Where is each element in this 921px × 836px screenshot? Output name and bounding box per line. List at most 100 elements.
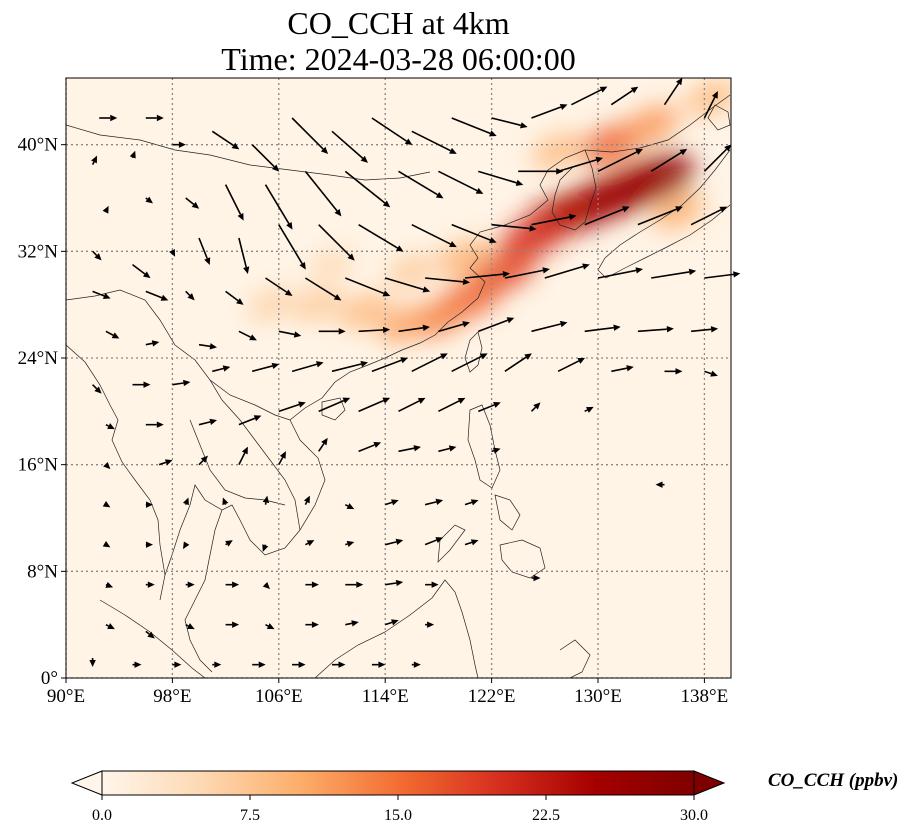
wind-arrow	[611, 365, 634, 373]
wind-arrow	[425, 277, 471, 285]
colorbar-tick-label: 15.0	[384, 807, 412, 824]
co-plume-blob	[339, 293, 392, 329]
coastline-borneo	[314, 579, 479, 678]
wind-arrow	[478, 401, 501, 413]
colorbar: 0.0 7.5 15.0 22.5 30.0	[70, 770, 726, 824]
lon-tick-label: 90°E	[47, 686, 85, 707]
colorbar-tick-label: 22.5	[532, 807, 560, 824]
map-time-subtitle: Time: 2024-03-28 06:00:00	[221, 41, 576, 77]
lon-tick-label: 106°E	[255, 686, 303, 707]
wind-arrow	[655, 481, 665, 488]
wind-arrow	[331, 360, 368, 373]
wind-arrow	[292, 661, 306, 668]
latitude-ticks: 0° 8°N 16°N 24°N 32°N 40°N	[18, 135, 66, 689]
wind-arrow	[145, 630, 155, 639]
wind-arrow	[425, 581, 439, 588]
colorbar-extend-low	[70, 770, 103, 796]
wind-arrow	[225, 540, 233, 547]
wind-arrow	[172, 141, 186, 148]
wind-arrow	[571, 86, 608, 106]
wind-arrow	[145, 290, 169, 301]
wind-arrow	[278, 224, 306, 270]
wind-arrow	[262, 581, 270, 590]
lon-tick-label: 138°E	[681, 686, 729, 707]
wind-arrow	[411, 223, 457, 248]
wind-arrow	[225, 621, 240, 628]
wind-arrow	[198, 343, 217, 350]
wind-arrow	[637, 206, 683, 226]
wind-arrow	[198, 455, 208, 466]
wind-arrow	[664, 368, 683, 375]
wind-arrow	[265, 277, 293, 296]
wind-arrow	[291, 117, 329, 154]
wind-arrow	[530, 402, 541, 412]
wind-arrow	[385, 579, 404, 587]
colorbar-label: CO_CCH (ppbv)	[768, 770, 899, 791]
colorbar-gradient	[101, 770, 695, 796]
lon-tick-label: 114°E	[362, 686, 409, 707]
wind-arrow	[584, 406, 594, 413]
wind-arrow	[597, 148, 643, 173]
wind-arrow	[531, 103, 568, 119]
wind-arrow	[344, 170, 391, 208]
wind-arrow	[225, 581, 240, 588]
wind-arrow	[637, 325, 674, 333]
wind-arrow	[251, 362, 280, 373]
wind-arrow	[398, 397, 426, 413]
wind-arrow	[238, 237, 250, 274]
coastline-taiwan	[464, 331, 483, 373]
wind-arrow	[358, 441, 382, 453]
wind-arrow	[398, 324, 430, 333]
wind-arrow	[129, 150, 136, 159]
co-plume-blob	[532, 133, 585, 169]
colorbar-tick-label: 30.0	[680, 807, 708, 824]
wind-arrow	[212, 365, 231, 373]
wind-arrow	[305, 581, 319, 588]
wind-arrow	[132, 264, 151, 279]
wind-arrow	[424, 537, 444, 546]
border-inland-north	[66, 124, 431, 181]
wind-arrow	[89, 658, 96, 667]
wind-arrow	[238, 446, 248, 466]
wind-arrow	[438, 445, 457, 453]
wind-arrow	[384, 277, 431, 293]
wind-arrow	[398, 170, 444, 199]
wind-arrow	[358, 223, 404, 252]
lat-tick-label: 24°N	[18, 348, 59, 369]
wind-arrow	[132, 661, 142, 668]
wind-arrow	[198, 418, 217, 426]
wind-arrow	[557, 156, 604, 173]
wind-arrow	[531, 574, 541, 582]
wind-arrow	[451, 223, 497, 244]
wind-arrow	[332, 661, 346, 668]
wind-arrow	[703, 91, 718, 119]
wind-arrow	[451, 353, 488, 373]
wind-arrow	[265, 623, 275, 630]
wind-arrow	[182, 497, 189, 506]
lat-tick-label: 40°N	[18, 135, 59, 156]
co-plume-blob	[377, 306, 433, 343]
co-plume-blob	[293, 288, 344, 322]
wind-arrow	[384, 499, 399, 506]
map-frame	[65, 77, 732, 679]
wind-arrow	[225, 290, 244, 305]
wind-arrow	[105, 623, 115, 630]
lon-tick-label: 122°E	[468, 686, 516, 707]
wind-arrow	[384, 619, 399, 626]
wind-arrow	[185, 623, 195, 630]
wind-arrow	[424, 498, 444, 506]
wind-arrow	[238, 415, 262, 426]
coastline-china	[289, 94, 731, 421]
wind-arrow	[172, 661, 182, 668]
wind-arrow	[344, 503, 355, 510]
wind-arrow	[478, 317, 515, 333]
wind-arrow	[398, 445, 421, 453]
wind-arrow	[345, 277, 391, 297]
wind-arrow	[584, 206, 630, 226]
wind-arrow	[145, 581, 155, 588]
wind-arrow	[185, 197, 200, 209]
wind-arrow	[690, 206, 728, 226]
wind-arrow	[91, 155, 98, 166]
colorbar-tick-label: 7.5	[240, 807, 260, 824]
